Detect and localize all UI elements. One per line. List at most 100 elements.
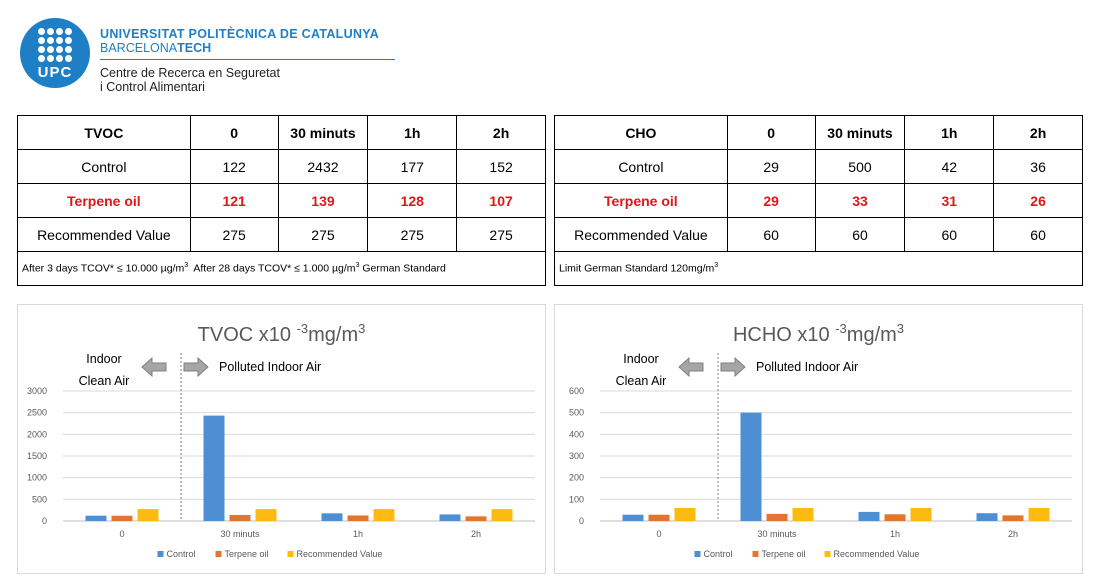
table-note-row: After 3 days TCOV* ≤ 10.000 µg/m3 After … xyxy=(17,251,546,286)
bar-recommended-value xyxy=(910,508,932,521)
x-tick-label: 30 minuts xyxy=(757,529,797,539)
table-row: Recommended Value 275 275 275 275 xyxy=(17,217,546,252)
table-cell: 275 xyxy=(367,217,458,252)
table-cell: 31 xyxy=(904,183,995,218)
y-tick-label: 400 xyxy=(569,429,584,439)
bar-control xyxy=(321,513,343,521)
y-tick-label: 2000 xyxy=(27,429,47,439)
x-tick-label: 2h xyxy=(1008,529,1018,539)
legend-swatch xyxy=(287,551,294,557)
row-label: Control xyxy=(554,149,728,184)
header-cell: 30 minuts xyxy=(277,115,369,150)
legend-swatch xyxy=(215,551,222,557)
bar-control xyxy=(203,415,225,521)
legend-label: Recommended Value xyxy=(297,549,383,559)
bar-control xyxy=(85,515,107,521)
legend-label: Recommended Value xyxy=(834,549,920,559)
table-cell: 2432 xyxy=(277,149,369,184)
table-cell: 60 xyxy=(904,217,995,252)
x-tick-label: 1h xyxy=(890,529,900,539)
bar-control xyxy=(740,412,762,521)
left-arrow-icon xyxy=(141,356,167,378)
university-name: UNIVERSITAT POLITÈCNICA DE CATALUNYA xyxy=(100,27,380,41)
legend-swatch xyxy=(694,551,701,557)
table-header-row: TVOC 0 30 minuts 1h 2h xyxy=(17,115,546,150)
row-label: Control xyxy=(17,149,191,184)
bar-terpene-oil xyxy=(111,515,133,521)
table-row: Control 29 500 42 36 xyxy=(554,149,1083,184)
y-tick-label: 600 xyxy=(569,386,584,396)
table-cell: 177 xyxy=(367,149,458,184)
table-cell: 26 xyxy=(993,183,1083,218)
bar-terpene-oil xyxy=(465,516,487,521)
x-tick-label: 2h xyxy=(471,529,481,539)
table-cell: 60 xyxy=(726,217,816,252)
left-arrow-icon xyxy=(678,356,704,378)
table-cell: 29 xyxy=(726,149,816,184)
bar-control xyxy=(858,511,880,521)
bar-recommended-value xyxy=(255,509,277,521)
y-tick-label: 0 xyxy=(42,516,47,526)
bar-terpene-oil xyxy=(884,514,906,521)
bar-control xyxy=(439,514,461,521)
table-row: Terpene oil 29 33 31 26 xyxy=(554,183,1083,218)
annotation-polluted: Polluted Indoor Air xyxy=(756,360,858,374)
tvoc-chart: TVOC x10 -3mg/m3 0 500 1000 1500 2000 2500 3000… xyxy=(27,321,535,559)
row-label: Recommended Value xyxy=(554,217,728,252)
bar-terpene-oil xyxy=(347,515,369,521)
header-cell: 30 minuts xyxy=(814,115,906,150)
annotation-clean-air: Clean Air xyxy=(616,374,667,388)
header-cell: TVOC xyxy=(17,115,191,150)
campus-suffix: TECH xyxy=(177,41,212,55)
legend-swatch xyxy=(752,551,759,557)
table-note: After 3 days TCOV* ≤ 10.000 µg/m3 After … xyxy=(17,251,546,286)
table-cell: 29 xyxy=(726,183,816,218)
table-cell: 60 xyxy=(993,217,1083,252)
table-cell: 275 xyxy=(456,217,546,252)
y-tick-label: 3000 xyxy=(27,386,47,396)
bar-recommended-value xyxy=(137,509,159,521)
chart-title: TVOC x10 -3mg/m3 xyxy=(198,321,366,346)
bar-control xyxy=(976,513,998,521)
header-cell: 1h xyxy=(904,115,995,150)
bar-terpene-oil xyxy=(1002,515,1024,521)
header-rule xyxy=(100,59,395,60)
x-tick-label: 0 xyxy=(656,529,661,539)
legend-label: Control xyxy=(167,549,196,559)
bar-terpene-oil xyxy=(648,514,670,521)
x-tick-label: 0 xyxy=(119,529,124,539)
right-arrow-icon xyxy=(720,356,746,378)
table-cell: 139 xyxy=(277,183,369,218)
table-cell: 107 xyxy=(456,183,546,218)
bar-recommended-value xyxy=(1028,508,1050,521)
right-arrow-icon xyxy=(183,356,209,378)
y-tick-label: 1000 xyxy=(27,473,47,483)
header-cell: 2h xyxy=(993,115,1083,150)
logo-abbreviation: UPC xyxy=(37,64,73,81)
y-tick-label: 1500 xyxy=(27,451,47,461)
header-cell: 0 xyxy=(726,115,816,150)
y-tick-label: 0 xyxy=(579,516,584,526)
y-tick-label: 300 xyxy=(569,451,584,461)
table-cell: 500 xyxy=(814,149,906,184)
bar-terpene-oil xyxy=(766,513,788,521)
table-header-row: CHO 0 30 minuts 1h 2h xyxy=(554,115,1083,150)
table-cell: 122 xyxy=(189,149,279,184)
y-tick-label: 500 xyxy=(32,494,47,504)
centre-name-line1: Centre de Recerca en Seguretat xyxy=(100,66,280,80)
header-cell: 0 xyxy=(189,115,279,150)
header-cell: 1h xyxy=(367,115,458,150)
bar-terpene-oil xyxy=(229,514,251,521)
bar-recommended-value xyxy=(792,508,814,521)
table-cell: 275 xyxy=(277,217,369,252)
legend-swatch xyxy=(824,551,831,557)
row-label: Terpene oil xyxy=(554,183,728,218)
tvoc-chart-panel: TVOC x10 -3mg/m3 0 500 1000 1500 2000 2500 3000… xyxy=(17,304,546,574)
legend-label: Terpene oil xyxy=(225,549,269,559)
table-note: Limit German Standard 120mg/m3 xyxy=(554,251,1083,286)
logo-dots-icon xyxy=(38,28,72,62)
table-cell: 152 xyxy=(456,149,546,184)
y-tick-label: 500 xyxy=(569,408,584,418)
header-cell: 2h xyxy=(456,115,546,150)
table-cell: 60 xyxy=(814,217,906,252)
